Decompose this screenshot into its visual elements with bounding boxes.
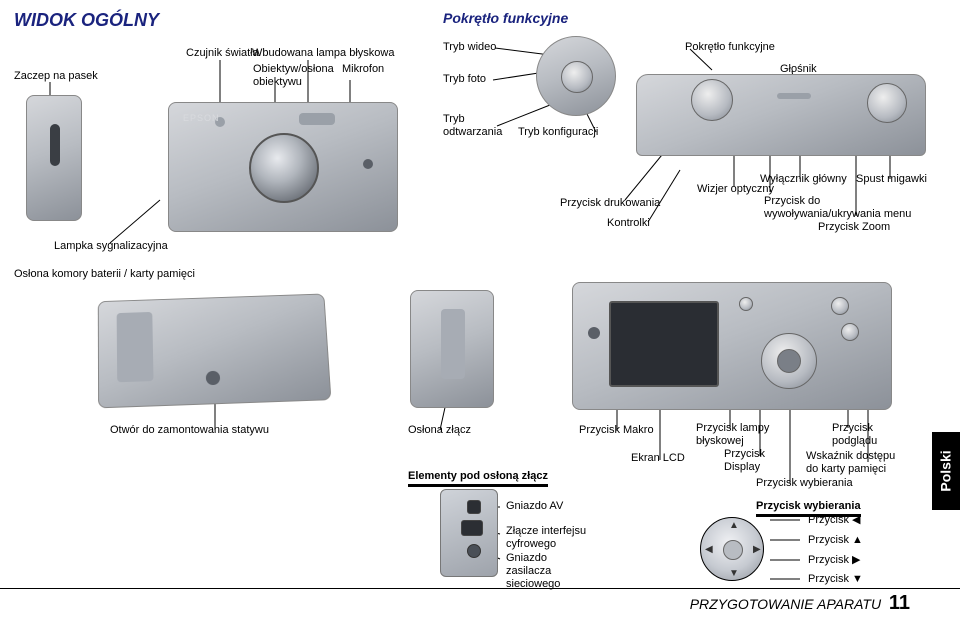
label-mode-video: Tryb wideo — [443, 41, 496, 54]
label-viewfinder: Wizjer optyczny — [697, 183, 774, 196]
dpad-right: Przycisk ▶ — [808, 554, 860, 567]
dpad-up: Przycisk ▲ — [808, 534, 863, 547]
label-power2: zasilacza — [506, 565, 551, 578]
label-mode-setup: Tryb konfiguracji — [518, 126, 598, 139]
label-display1: Przycisk — [724, 448, 765, 461]
label-preview2: podglądu — [832, 435, 877, 448]
camera-top-view — [636, 74, 926, 156]
page-title: WIDOK OGÓLNY — [14, 10, 159, 31]
label-dial-right: Pokrętło funkcyjne — [685, 41, 775, 54]
label-signal-lamp: Lampka sygnalizacyjna — [54, 240, 168, 253]
label-menu2: wywoływania/ukrywania menu — [764, 208, 911, 221]
label-select-btn: Przycisk wybierania — [756, 477, 853, 490]
camera-oblique-view — [410, 290, 494, 408]
dpad-left: Przycisk ◀ — [808, 514, 860, 527]
label-power3: sieciowego — [506, 578, 560, 591]
dpad-diagram: ▲ ▼ ◀ ▶ — [700, 517, 764, 581]
label-lcd: Ekran LCD — [631, 452, 685, 465]
label-mode-play2: odtwarzania — [443, 126, 502, 139]
dial-heading: Pokrętło funkcyjne — [443, 10, 568, 26]
label-digital1: Złącze interfejsu — [506, 525, 586, 538]
language-tab: Polski — [932, 432, 960, 510]
camera-bottom-view — [98, 293, 332, 408]
label-flash: Wbudowana lampa błyskowa — [252, 47, 394, 60]
footer-rule — [0, 588, 960, 589]
label-lens1: Obiektyw/osłona — [253, 63, 334, 76]
camera-front-view: EPSON — [168, 102, 398, 232]
label-card-led2: do karty pamięci — [806, 463, 886, 476]
label-strap: Zaczep na pasek — [14, 70, 98, 83]
label-flash-btn1: Przycisk lampy — [696, 422, 769, 435]
label-controls: Kontrolki — [607, 217, 650, 230]
label-display2: Display — [724, 461, 760, 474]
dpad-down: Przycisk ▼ — [808, 573, 863, 586]
connector-panel-title: Elementy pod osłoną złącz — [408, 470, 548, 487]
label-shutter: Spust migawki — [856, 173, 927, 186]
label-power1: Gniazdo — [506, 552, 547, 565]
label-zoom: Przycisk Zoom — [818, 221, 890, 234]
label-menu1: Przycisk do — [764, 195, 820, 208]
label-conn-cover: Osłona złącz — [408, 424, 471, 437]
label-mode-play1: Tryb — [443, 113, 465, 126]
label-tripod: Otwór do zamontowania statywu — [110, 424, 269, 437]
label-mic: Mikrofon — [342, 63, 384, 76]
label-macro: Przycisk Makro — [579, 424, 654, 437]
footer-section: PRZYGOTOWANIE APARATU 11 — [690, 592, 910, 615]
label-flash-btn2: błyskowej — [696, 435, 744, 448]
label-light-sensor: Czujnik światła — [186, 47, 259, 60]
label-print-btn: Przycisk drukowania — [560, 197, 660, 210]
label-lens2: obiektywu — [253, 76, 302, 89]
mode-dial — [536, 36, 616, 116]
camera-side-view — [26, 95, 82, 221]
label-mode-photo: Tryb foto — [443, 73, 486, 86]
camera-rear-view — [572, 282, 892, 410]
label-battery-cover: Osłona komory baterii / karty pamięci — [14, 268, 195, 281]
label-preview1: Przycisk — [832, 422, 873, 435]
label-digital2: cyfrowego — [506, 538, 556, 551]
connector-panel — [440, 489, 498, 577]
label-card-led1: Wskaźnik dostępu — [806, 450, 895, 463]
label-av-socket: Gniazdo AV — [506, 500, 563, 513]
